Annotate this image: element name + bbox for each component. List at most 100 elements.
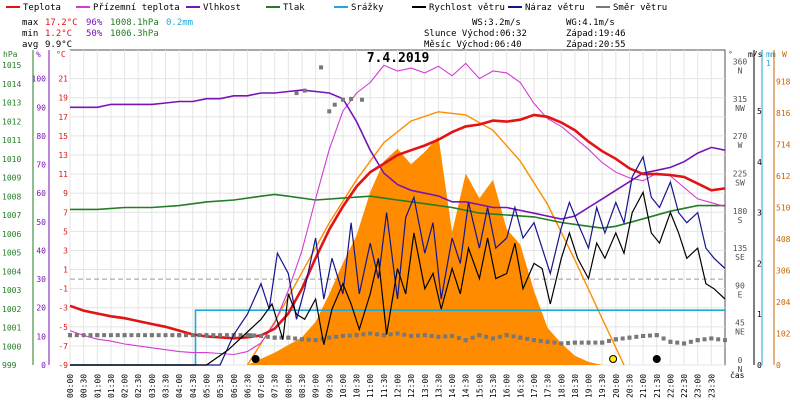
- dir-compass-tick: E: [738, 290, 743, 299]
- legend: Teplota Přízemní teplota Vlhkost Tlak Srážky…: [6, 3, 667, 13]
- wind-dir-point: [204, 333, 209, 338]
- legend-label-wg: Náraz větru: [525, 3, 585, 13]
- dir-tick: 270: [733, 132, 748, 141]
- series-pressure: [70, 193, 725, 229]
- time-tick: 03:30: [162, 374, 171, 398]
- wind-dir-point: [368, 331, 373, 336]
- stat-max-temp: 17.2°C: [45, 18, 78, 28]
- wind-dir-point: [332, 102, 337, 107]
- wind-dir-point: [299, 337, 304, 342]
- ws-tick: 0: [757, 361, 762, 370]
- wind-dir-point: [552, 340, 557, 345]
- legend-label-rain: Srážky: [351, 3, 384, 13]
- press-tick: 1006: [2, 230, 21, 239]
- time-tick: 08:00: [284, 374, 293, 398]
- dir-tick: 315: [733, 95, 748, 104]
- series-temperature: [69, 113, 726, 340]
- temp-tick: -5: [58, 323, 68, 332]
- time-tick: 16:30: [516, 374, 525, 398]
- ws-tick: 4: [757, 158, 762, 167]
- wind-dir-point: [183, 333, 188, 338]
- press-tick: 1004: [2, 267, 21, 276]
- wind-dir-point: [559, 341, 564, 346]
- dir-tick: 180: [733, 207, 748, 216]
- hum-tick: 80: [36, 132, 46, 141]
- wind-dir-point: [518, 335, 523, 340]
- time-tick: 18:30: [571, 374, 580, 398]
- time-tick: 11:30: [380, 374, 389, 398]
- wind-dir-point: [197, 333, 202, 338]
- dir-compass-tick: NW: [735, 104, 745, 113]
- wind-dir-point: [265, 334, 270, 339]
- rad-tick: 510: [776, 204, 791, 213]
- wind-dir-point: [177, 333, 182, 338]
- time-tick: 06:30: [243, 374, 252, 398]
- wind-dir-point: [88, 333, 93, 338]
- hum-tick: 50: [36, 218, 46, 227]
- time-tick: 02:30: [134, 374, 143, 398]
- ws-tick: 2: [757, 259, 762, 268]
- stat-min-hum: 50%: [86, 29, 103, 39]
- ws-axis-unit: m/s: [748, 50, 763, 59]
- time-tick: 20:30: [625, 374, 634, 398]
- wind-dir-point: [388, 332, 393, 337]
- wind-dir-point: [641, 333, 646, 338]
- wind-dir-point: [593, 340, 598, 345]
- time-tick: 11:00: [366, 374, 375, 398]
- temp-tick: 11: [58, 170, 68, 179]
- hum-tick: 0: [41, 361, 46, 370]
- press-tick: 1015: [2, 61, 21, 70]
- wind-dir-point: [395, 331, 400, 336]
- rad-tick: 918: [776, 78, 791, 87]
- wind-dir-point: [579, 340, 584, 345]
- wind-dir-point: [429, 333, 434, 338]
- wind-dir-point: [302, 88, 307, 93]
- wind-dir-point: [716, 337, 721, 342]
- wind-dir-point: [115, 333, 120, 338]
- ws-tick: 1: [757, 310, 762, 319]
- wind-dir-point: [477, 333, 482, 338]
- hum-tick: 30: [36, 275, 46, 284]
- wind-dir-point: [409, 333, 414, 338]
- dir-compass-tick: SW: [735, 178, 745, 187]
- temp-tick: 7: [63, 208, 68, 217]
- ws-tick: 5: [757, 107, 762, 116]
- wind-dir-point: [566, 341, 571, 346]
- wind-dir-point: [293, 336, 298, 341]
- press-tick: 1000: [2, 342, 21, 351]
- wind-dir-point: [723, 338, 727, 343]
- series-wind-direction: [68, 65, 727, 346]
- legend-label-wd: Směr větru: [613, 3, 667, 13]
- temp-tick: 17: [58, 113, 68, 122]
- press-tick: 1012: [2, 117, 21, 126]
- wind-dir-point: [74, 333, 79, 338]
- dir-tick: 135: [733, 244, 748, 253]
- wind-dir-point: [443, 334, 448, 339]
- wind-dir-point: [620, 336, 625, 341]
- wind-dir-point: [654, 333, 659, 338]
- temp-tick: -7: [58, 342, 68, 351]
- wind-dir-point: [647, 333, 652, 338]
- legend-label-press: Tlak: [283, 3, 305, 13]
- stat-min-press: 1006.3hPa: [110, 29, 159, 39]
- wind-dir-point: [456, 336, 461, 341]
- time-tick: 05:00: [202, 374, 211, 398]
- dir-compass-tick: SE: [735, 253, 745, 262]
- press-tick: 1013: [2, 99, 21, 108]
- rad-tick: 102: [776, 330, 791, 339]
- moon-set-marker: [652, 355, 661, 363]
- wind-dir-point: [511, 334, 516, 339]
- press-tick: 999: [2, 361, 17, 370]
- wind-dir-point: [294, 91, 299, 96]
- hum-tick: 90: [36, 103, 46, 112]
- dir-tick: 0: [738, 356, 743, 365]
- time-tick: 20:00: [612, 374, 621, 398]
- legend-label-temp: Teplota: [23, 3, 61, 13]
- wind-dir-point: [334, 334, 339, 339]
- wind-dir-point: [702, 337, 707, 342]
- time-tick: 05:30: [216, 374, 225, 398]
- temp-tick: -3: [58, 304, 68, 313]
- wind-dir-point: [470, 335, 475, 340]
- wind-dir-point: [340, 97, 345, 102]
- hum-tick: 20: [36, 304, 46, 313]
